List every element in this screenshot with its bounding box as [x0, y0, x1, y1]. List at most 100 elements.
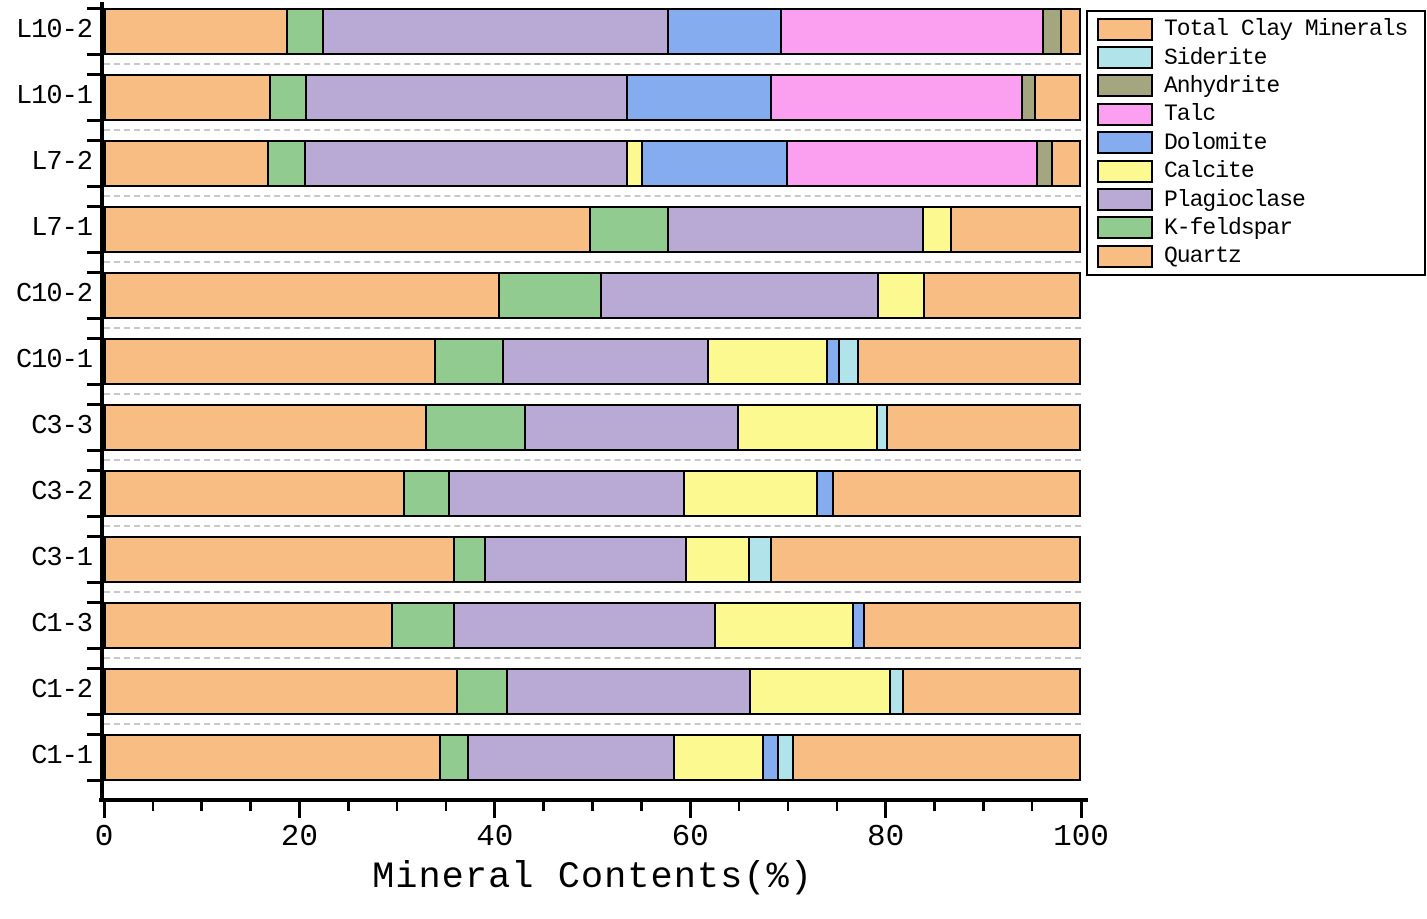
- bar-row-c10-1: [104, 338, 1081, 385]
- y-axis-label-c10-2: C10-2: [15, 280, 93, 310]
- x-axis-minor-tick: [151, 802, 155, 811]
- x-axis-line: [99, 798, 1088, 802]
- bar-segment-k-feldspar: [498, 274, 601, 317]
- bar-segment-dolomite: [816, 472, 832, 515]
- bar-segment-dolomite: [761, 736, 778, 779]
- bar-segment-plagioclase: [484, 538, 685, 581]
- legend-swatch-dolomite: [1097, 131, 1153, 155]
- x-axis-major-tick: [297, 802, 301, 818]
- y-axis-label-c3-3: C3-3: [31, 412, 93, 442]
- legend-item-dolomite: Dolomite: [1092, 129, 1420, 157]
- row-separator-dashed-line: [104, 129, 1081, 131]
- bar-segment-quartz: [106, 274, 499, 317]
- bar-segment-dolomite: [641, 142, 787, 185]
- x-axis-minor-tick: [640, 802, 643, 811]
- bar-segment-calcite: [684, 538, 749, 581]
- bar-segment-k-feldspar: [425, 406, 525, 449]
- x-axis-minor-tick: [542, 802, 545, 811]
- row-separator-dashed-line: [104, 261, 1081, 263]
- legend-label: Talc: [1164, 101, 1216, 128]
- y-axis-tick: [87, 251, 101, 254]
- y-axis-tick: [87, 449, 101, 452]
- x-axis-minor-tick: [933, 802, 936, 811]
- bar-segment-total-clay-minerals: [857, 340, 1079, 383]
- row-separator-dashed-line: [104, 591, 1081, 593]
- bar-segment-total-clay-minerals: [1060, 10, 1079, 53]
- legend-label: Anhydrite: [1164, 72, 1280, 99]
- bar-row-c3-2: [104, 470, 1081, 517]
- legend-item-anhydrite: Anhydrite: [1092, 72, 1420, 100]
- x-axis-minor-tick: [395, 802, 399, 811]
- bar-segment-plagioclase: [447, 472, 683, 515]
- x-axis-tick-label-0: 0: [94, 820, 114, 855]
- y-axis-label-l10-2: L10-2: [15, 16, 93, 46]
- bar-segment-plagioclase: [466, 736, 674, 779]
- bar-segment-dolomite: [667, 10, 781, 53]
- y-axis-tick: [87, 535, 101, 538]
- row-separator-dashed-line: [104, 195, 1081, 197]
- y-axis-tick: [87, 139, 101, 142]
- legend-swatch-calcite: [1097, 159, 1153, 183]
- bar-segment-plagioclase: [600, 274, 877, 317]
- x-axis-minor-tick: [444, 802, 448, 811]
- bar-row-l7-1: [104, 206, 1081, 253]
- bar-segment-siderite: [777, 736, 792, 779]
- x-axis-minor-tick: [786, 802, 790, 811]
- row-separator-dashed-line: [104, 327, 1081, 329]
- legend-label: Dolomite: [1164, 129, 1267, 156]
- y-axis-tick: [87, 403, 101, 406]
- bar-segment-plagioclase: [667, 208, 923, 251]
- y-axis-label-l10-1: L10-1: [15, 82, 93, 112]
- legend-label: Siderite: [1164, 44, 1267, 71]
- bar-segment-quartz: [106, 340, 434, 383]
- bar-segment-calcite: [673, 736, 762, 779]
- x-axis-minor-tick: [200, 802, 203, 811]
- legend-swatch-plagioclase: [1097, 188, 1153, 212]
- y-axis-tick: [87, 205, 101, 208]
- y-axis-tick: [87, 383, 101, 386]
- legend-item-quartz: Quartz: [1092, 242, 1420, 270]
- bar-segment-quartz: [106, 406, 426, 449]
- bar-row-c1-3: [104, 602, 1081, 649]
- bar-row-c3-3: [104, 404, 1081, 451]
- x-axis-major-tick: [102, 802, 106, 818]
- legend-label: Total Clay Minerals: [1164, 16, 1408, 43]
- bar-segment-quartz: [106, 142, 267, 185]
- bar-segment-quartz: [106, 736, 439, 779]
- y-axis-label-l7-2: L7-2: [31, 148, 93, 178]
- bar-segment-total-clay-minerals: [901, 670, 1079, 713]
- y-axis-tick: [87, 733, 101, 736]
- y-axis-tick: [87, 601, 101, 604]
- legend: Total Clay Minerals Siderite Anhydrite Talc…: [1086, 10, 1426, 276]
- bar-segment-total-clay-minerals: [1050, 142, 1079, 185]
- bar-segment-k-feldspar: [286, 10, 322, 53]
- x-axis-minor-tick: [1030, 802, 1034, 811]
- bar-segment-quartz: [106, 472, 403, 515]
- bar-segment-plagioclase: [303, 142, 626, 185]
- bar-segment-k-feldspar: [433, 340, 502, 383]
- y-axis-tick: [87, 7, 101, 10]
- bar-row-c1-1: [104, 734, 1081, 781]
- legend-swatch-siderite: [1097, 46, 1153, 70]
- bar-segment-dolomite: [852, 604, 863, 647]
- bar-segment-calcite: [714, 604, 853, 647]
- bar-segment-total-clay-minerals: [791, 736, 1079, 779]
- y-axis-tick: [87, 515, 101, 518]
- bar-segment-siderite: [748, 538, 770, 581]
- y-axis-tick: [87, 713, 101, 716]
- legend-label: Plagioclase: [1164, 186, 1306, 213]
- bar-segment-plagioclase: [505, 670, 750, 713]
- bar-segment-siderite: [837, 340, 858, 383]
- bar-segment-k-feldspar: [453, 538, 485, 581]
- y-axis-label-c1-3: C1-3: [31, 610, 93, 640]
- y-axis-tick: [87, 337, 101, 340]
- bar-row-c3-1: [104, 536, 1081, 583]
- y-axis-tick: [87, 317, 101, 320]
- x-axis-tick-label-60: 60: [671, 820, 709, 855]
- x-axis-tick-label-80: 80: [866, 820, 905, 855]
- y-axis-label-c3-2: C3-2: [31, 478, 93, 508]
- y-axis-tick: [87, 581, 101, 584]
- bar-segment-total-clay-minerals: [1034, 76, 1079, 119]
- bar-segment-siderite: [889, 670, 902, 713]
